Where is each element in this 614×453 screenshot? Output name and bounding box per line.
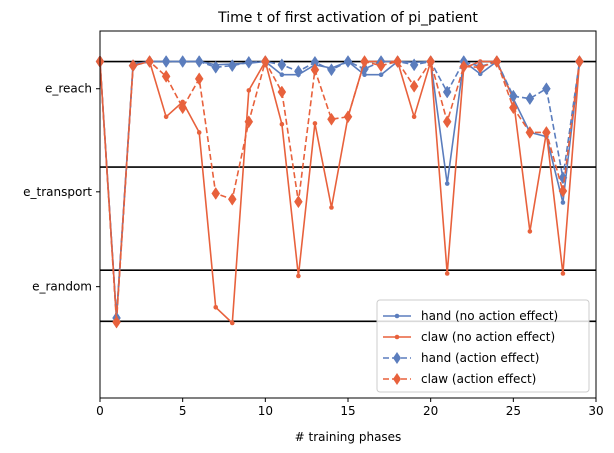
x-axis-label: # training phases: [295, 430, 402, 444]
data-point: [296, 273, 301, 279]
data-point: [444, 181, 450, 186]
x-tick-label: 30: [588, 404, 603, 418]
data-point: [112, 315, 121, 329]
data-point: [178, 55, 187, 68]
data-point: [277, 58, 287, 72]
x-tick-label: 20: [423, 404, 438, 418]
data-point: [542, 125, 551, 139]
data-point: [442, 115, 452, 129]
data-point: [246, 88, 252, 93]
data-point: [211, 60, 221, 74]
data-point: [163, 114, 169, 120]
data-point: [492, 55, 502, 68]
legend-label: hand (no action effect): [421, 309, 558, 323]
data-point: [161, 55, 171, 68]
data-point: [459, 60, 469, 73]
data-point: [244, 115, 254, 129]
legend-item: claw (no action effect): [383, 330, 555, 344]
data-point: [444, 271, 450, 276]
data-point: [227, 192, 237, 206]
data-point: [378, 72, 384, 78]
data-point: [327, 112, 336, 126]
chart-title: Time t of first activation of pi_patient: [217, 10, 478, 26]
data-point: [294, 195, 303, 209]
data-point: [310, 63, 320, 77]
x-tick-label: 25: [506, 404, 521, 418]
series-layer: [95, 55, 584, 329]
legend: hand (no action effect) claw (no action e…: [376, 299, 590, 393]
data-point: [560, 271, 566, 276]
data-point: [227, 59, 237, 73]
data-point: [194, 55, 204, 68]
legend-item: hand (no action effect): [383, 309, 558, 323]
x-axis: 0 5 10 15 20 25 30: [96, 398, 604, 418]
data-point: [244, 55, 254, 69]
data-point: [194, 72, 204, 86]
legend-marker: [394, 334, 400, 340]
series-3: [95, 55, 584, 329]
data-point: [376, 59, 386, 73]
legend-marker: [393, 373, 401, 385]
legend-label: hand (action effect): [421, 351, 539, 365]
legend-label: claw (action effect): [421, 372, 536, 386]
data-point: [277, 85, 287, 99]
data-point: [213, 304, 219, 310]
legend-item: hand (action effect): [383, 351, 539, 365]
data-point: [294, 64, 303, 78]
data-point: [128, 59, 138, 73]
legend-box: [376, 299, 590, 393]
data-point: [409, 58, 419, 72]
x-tick-label: 5: [179, 404, 187, 418]
data-point: [442, 85, 452, 99]
data-point: [343, 55, 353, 68]
data-point: [161, 69, 171, 83]
data-point: [360, 55, 369, 68]
data-point: [393, 55, 402, 68]
data-point: [196, 130, 202, 135]
data-point: [343, 110, 353, 124]
x-tick-label: 0: [96, 404, 104, 418]
y-tick-label: e_reach: [45, 82, 92, 96]
y-tick-label: e_random: [32, 280, 92, 294]
data-point: [261, 55, 270, 68]
legend-label: claw (no action effect): [421, 330, 555, 344]
data-point: [279, 121, 285, 127]
data-point: [542, 82, 551, 96]
data-point: [525, 92, 535, 106]
data-point: [525, 125, 535, 139]
data-point: [229, 320, 235, 326]
legend-marker: [393, 352, 401, 364]
data-point: [509, 101, 518, 115]
data-point: [560, 200, 566, 205]
data-point: [312, 121, 318, 126]
data-point: [426, 55, 435, 68]
data-point: [411, 114, 417, 120]
data-point: [329, 205, 334, 210]
data-point: [279, 72, 285, 78]
x-tick-label: 10: [258, 404, 273, 418]
data-point: [145, 55, 154, 68]
series-line: [99, 60, 581, 323]
data-point: [527, 229, 533, 234]
x-tick-label: 15: [340, 404, 355, 418]
y-tick-label: e_transport: [23, 185, 92, 199]
y-axis: e_reach e_transport e_random: [23, 82, 100, 294]
legend-marker: [394, 313, 400, 319]
legend-item: claw (action effect): [383, 372, 536, 386]
data-point: [327, 63, 336, 77]
data-point: [475, 60, 485, 74]
data-point: [409, 79, 419, 93]
data-point: [211, 187, 221, 200]
data-point: [575, 55, 584, 68]
data-point: [178, 101, 187, 115]
data-point: [477, 71, 483, 77]
data-point: [558, 184, 568, 198]
